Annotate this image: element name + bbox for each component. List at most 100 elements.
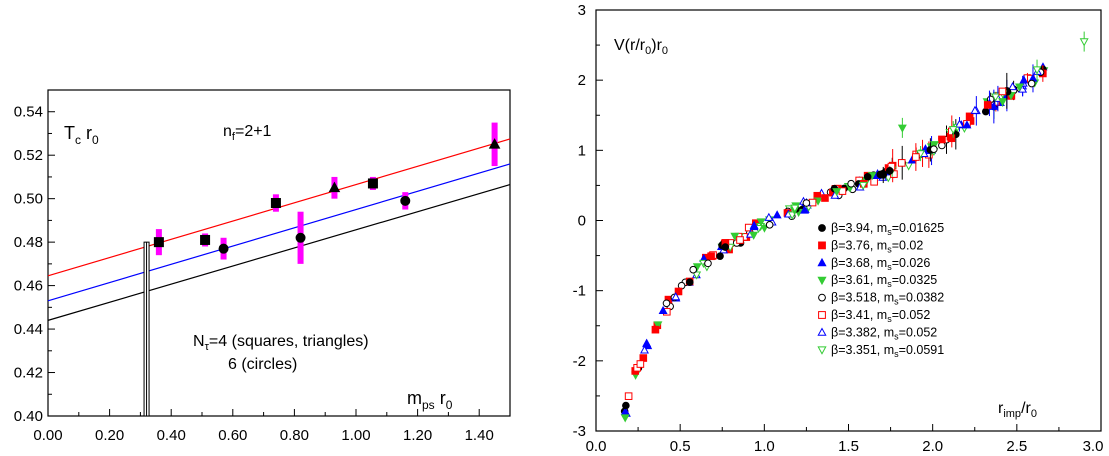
right-point (998, 98, 1008, 107)
right-point (1079, 38, 1089, 47)
right-point (1008, 82, 1018, 91)
left-y-tick-label: 0.52 (14, 147, 43, 164)
left-flavor-label: nf=2+1 (223, 123, 272, 143)
right-point (981, 107, 990, 116)
right-y-tick-label: -3 (573, 423, 586, 440)
left-point-square (270, 198, 281, 209)
left-data-points (153, 122, 501, 264)
right-point (847, 179, 855, 188)
legend-marker (818, 293, 826, 302)
right-point (658, 305, 668, 315)
legend-entry: β=3.382, ms=0.052 (831, 325, 937, 341)
fit-line-blue (47, 163, 511, 302)
left-x-tick-label: 0.80 (280, 427, 309, 444)
right-point (938, 135, 946, 144)
right-point (821, 194, 829, 202)
left-ntau-line1: Nτ=4 (squares, triangles) (193, 333, 369, 353)
right-x-tick-label: 1.0 (754, 438, 775, 455)
right-point (1032, 66, 1042, 75)
right-point (671, 292, 681, 301)
right-y-tick-label: 2 (578, 72, 586, 89)
right-point (749, 221, 759, 231)
right-x-tick-label: 0.0 (586, 438, 607, 455)
right-point (736, 236, 744, 244)
legend-entry: β=3.61, ms=0.0325 (831, 273, 937, 289)
right-point (674, 287, 683, 296)
right-ylabel: V(r/r0)r0 (614, 37, 668, 57)
right-point (802, 199, 811, 207)
right-y-ticks: -3 -2 -1 0 1 2 3 (573, 2, 603, 440)
right-point (962, 120, 972, 129)
left-ntau-line2: 6 (circles) (228, 356, 297, 373)
right-point (930, 145, 938, 153)
legend-marker (818, 241, 826, 250)
right-point (765, 221, 774, 229)
right-point (929, 141, 939, 150)
legend-marker (817, 346, 827, 355)
right-point (1014, 83, 1024, 92)
left-x-tick-label: 1.00 (341, 427, 370, 444)
right-point (998, 87, 1007, 96)
left-fit-lines (47, 138, 511, 321)
left-y-tick-label: 0.40 (14, 408, 43, 425)
right-point (965, 112, 974, 121)
right-point (749, 231, 759, 240)
right-point (800, 205, 810, 214)
left-x-tick-label: 0.20 (95, 427, 124, 444)
right-point (642, 339, 652, 348)
right-y-tick-label: -2 (573, 353, 586, 370)
left-x-tick-label: 1.40 (465, 427, 494, 444)
fit-line-black (47, 183, 511, 321)
right-x-ticks: 0.0 0.5 1.0 1.5 2.0 2.5 3.0 (586, 424, 1104, 455)
left-point-square (367, 178, 378, 189)
right-point (620, 414, 630, 423)
left-y-tick-label: 0.54 (14, 104, 43, 121)
left-y-tick-label: 0.46 (14, 278, 43, 295)
right-x-tick-label: 1.5 (838, 438, 859, 455)
right-point (947, 134, 956, 143)
right-y-tick-label: 3 (578, 2, 586, 19)
right-point (636, 360, 645, 368)
legend-entry: β=3.518, ms=0.0382 (831, 291, 944, 307)
right-point (692, 271, 702, 280)
right-point (832, 188, 842, 197)
legend-marker (817, 276, 827, 286)
right-point (704, 259, 712, 268)
right-point (879, 171, 888, 179)
right-point (858, 181, 868, 190)
right-point (983, 101, 992, 109)
right-x-tick-label: 2.5 (1006, 438, 1027, 455)
right-point (756, 218, 766, 227)
left-physical-point-band (143, 241, 150, 417)
right-x-tick-label: 2.0 (922, 438, 943, 455)
legend-marker (818, 224, 826, 232)
right-panel: 0.0 0.5 1.0 1.5 2.0 2.5 3.0 -3 -2 -1 0 1 2 3 β=3.94,… (573, 2, 1104, 455)
left-y-tick-label: 0.50 (14, 191, 43, 208)
legend-entry: β=3.351, ms=0.0591 (831, 343, 944, 359)
left-point-circle (295, 232, 306, 243)
legend-entry: β=3.41, ms=0.052 (831, 308, 930, 324)
legend-entry: β=3.76, ms=0.02 (831, 238, 923, 254)
right-point (970, 105, 980, 114)
right-point (651, 325, 660, 334)
right-y-tick-label: 0 (578, 213, 586, 230)
right-data-points (620, 31, 1089, 423)
right-y-tick-label: -1 (573, 283, 586, 300)
right-point (624, 392, 633, 400)
right-point (764, 212, 774, 221)
left-x-tick-label: 1.20 (403, 427, 432, 444)
right-y-tick-label: 1 (578, 142, 586, 159)
left-x-tick-label: 0.40 (157, 427, 186, 444)
left-y-tick-label: 0.42 (14, 365, 43, 382)
left-point-triangle (328, 181, 341, 193)
right-point (685, 278, 694, 286)
left-y-ticks: 0.40 0.42 0.44 0.46 0.48 0.50 0.52 0.54 (14, 104, 55, 425)
left-ylabel: Tc r0 (64, 123, 99, 147)
legend-marker (818, 311, 826, 319)
right-x-tick-label: 3.0 (1083, 438, 1104, 455)
right-point (808, 198, 817, 207)
right-point (885, 166, 894, 175)
left-x-tick-label: 0.00 (33, 427, 62, 444)
right-point (689, 265, 697, 274)
